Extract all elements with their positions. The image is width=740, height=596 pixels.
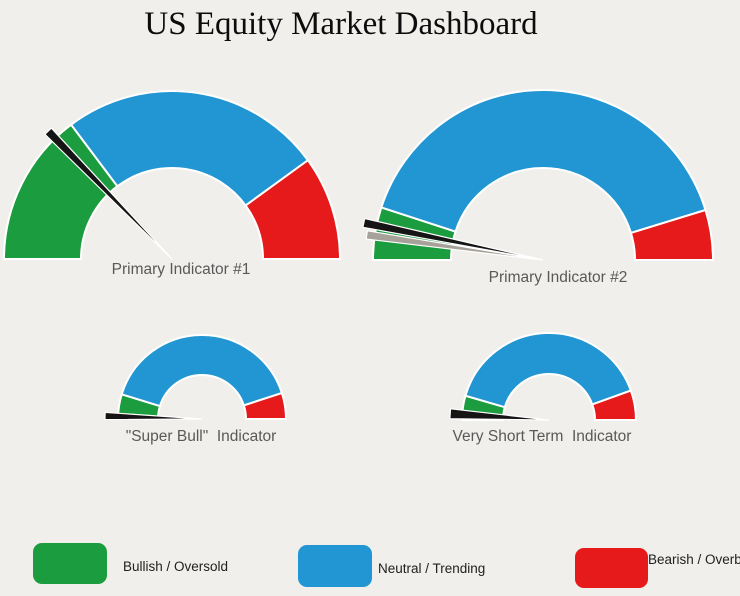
legend-label-bullish: Bullish / Oversold xyxy=(123,559,229,574)
dashboard-title: US Equity Market Dashboard xyxy=(144,6,538,42)
legend-label-neutral: Neutral / Trending xyxy=(378,561,486,576)
legend-swatch-neutral xyxy=(298,545,372,587)
gauge-3-segment-neutral xyxy=(120,334,284,408)
gauge-1-needle-current-reading xyxy=(44,127,173,260)
gauge-label-very-short-term-indicator: Very Short Term Indicator xyxy=(452,428,632,445)
legend-swatch-bullish xyxy=(33,543,107,584)
legend-swatch-bearish xyxy=(575,548,648,588)
gauge-label-primary-indicator-2: Primary Indicator #2 xyxy=(488,269,628,286)
gauge-2-segment-neutral xyxy=(380,89,707,235)
gauge-4-segment-neutral xyxy=(464,332,633,409)
gauge-1-segment-neutral xyxy=(69,90,310,207)
gauge-2-needle-current-reading xyxy=(362,217,544,261)
gauge-3-needle-current-reading xyxy=(104,411,203,421)
gauge-3-segment-bearish xyxy=(242,391,288,420)
legend-label-bearish: Bearish / Overbought xyxy=(648,552,740,567)
gauge-2-needle-secondary-reading xyxy=(365,230,544,261)
gauge-label-primary-indicator-1: Primary Indicator #1 xyxy=(111,261,251,278)
gauge-2-segment-bearish xyxy=(629,208,715,261)
gauge-1-segment-bearish xyxy=(244,158,342,260)
gauge-label-super-bull-indicator: "Super Bull" Indicator xyxy=(125,428,277,445)
gauge-4-needle-current-reading xyxy=(449,408,550,421)
gauge-4-segment-bearish xyxy=(591,389,638,421)
